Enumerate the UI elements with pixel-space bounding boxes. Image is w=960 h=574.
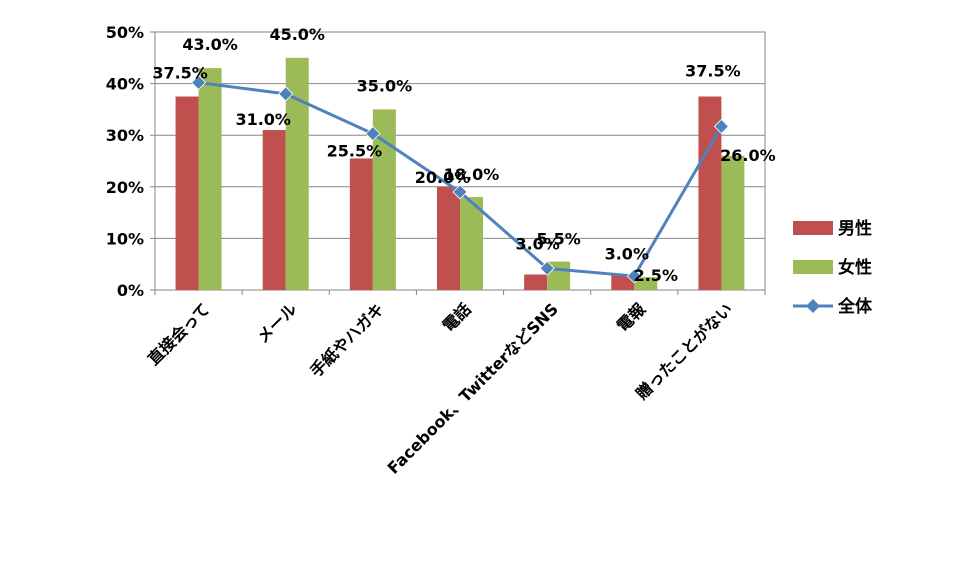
line-point xyxy=(713,118,729,134)
legend-label: 男性 xyxy=(838,218,872,239)
data-label: 25.5% xyxy=(327,141,383,160)
bar-male xyxy=(698,96,722,290)
bar-male xyxy=(262,130,286,290)
x-category-label: メール xyxy=(253,299,300,346)
line-point xyxy=(191,75,207,91)
data-labels: 37.5% 31.0% 25.5% 20.0% 3.0% 3.0% 37.5% 43.0% 45… xyxy=(152,25,775,285)
bar-female xyxy=(285,57,309,290)
data-label: 45.0% xyxy=(269,25,325,44)
x-category-label: 電話 xyxy=(439,299,475,335)
data-label: 37.5% xyxy=(685,62,741,81)
x-category-label: 電報 xyxy=(613,299,650,336)
data-label: 5.5% xyxy=(536,230,580,249)
y-tick-label: 30% xyxy=(106,126,144,145)
x-category-label: 直接会って xyxy=(144,299,213,368)
line-point xyxy=(452,184,468,200)
bar-male xyxy=(611,274,635,290)
bar-female xyxy=(198,68,222,291)
data-label: 26.0% xyxy=(720,146,776,165)
y-tick-label: 10% xyxy=(106,229,144,248)
data-label: 37.5% xyxy=(152,64,208,83)
bar-male xyxy=(175,96,199,290)
legend-label: 女性 xyxy=(838,257,872,278)
bar-female xyxy=(634,277,658,290)
data-label: 20.0% xyxy=(415,168,471,187)
legend-swatch xyxy=(793,260,833,274)
legend-swatch xyxy=(793,221,833,235)
line-point xyxy=(539,260,555,276)
line-series xyxy=(191,75,729,284)
data-label: 3.0% xyxy=(515,235,559,254)
bars xyxy=(175,57,745,291)
y-axis: 0% 10% 20% 30% 40% 50% xyxy=(106,23,155,300)
data-label: 18.0% xyxy=(444,165,500,184)
bar-female xyxy=(372,109,396,291)
x-category-label: 贈ったことがない xyxy=(632,299,736,403)
y-tick-label: 40% xyxy=(106,75,144,94)
bar-male xyxy=(349,158,373,290)
x-category-label: 手紙やハガキ xyxy=(306,299,387,380)
line-point xyxy=(365,126,381,142)
data-label: 43.0% xyxy=(182,35,238,54)
data-label: 31.0% xyxy=(235,110,291,129)
legend-marker xyxy=(806,299,820,313)
y-tick-label: 0% xyxy=(117,281,144,300)
data-label: 35.0% xyxy=(357,76,413,95)
y-tick-label: 50% xyxy=(106,23,144,42)
x-category-label: Facebook、TwitterなどSNS xyxy=(384,299,562,477)
line-point xyxy=(278,86,294,102)
bar-male xyxy=(437,186,460,290)
legend-label: 全体 xyxy=(837,296,873,317)
bar-female xyxy=(460,197,483,290)
bar-male xyxy=(524,274,548,290)
bar-female xyxy=(721,155,745,290)
line-point xyxy=(626,268,642,284)
data-label: 2.5% xyxy=(634,266,678,285)
y-tick-label: 20% xyxy=(106,178,144,197)
data-label: 3.0% xyxy=(605,245,649,264)
